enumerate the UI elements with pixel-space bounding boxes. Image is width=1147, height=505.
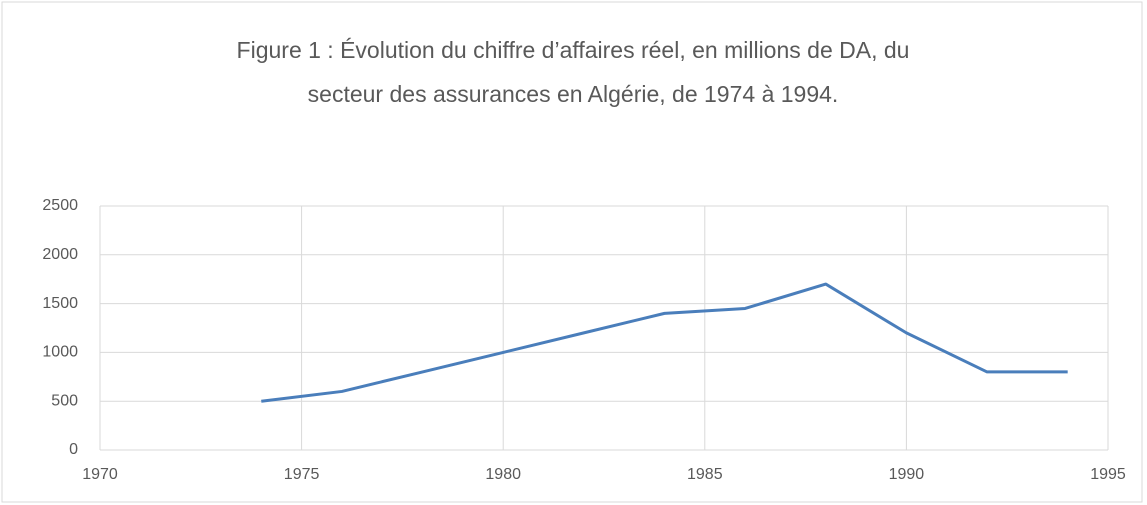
data-line: [261, 282, 1068, 403]
y-tick-label: 500: [51, 392, 78, 409]
x-tick-label: 1990: [889, 466, 925, 483]
y-tick-label: 2000: [42, 246, 78, 263]
y-tick-label: 2500: [42, 197, 78, 214]
y-tick-label: 1500: [42, 295, 78, 312]
chart-title: Figure 1 : Évolution du chiffre d’affair…: [236, 37, 910, 107]
y-tick-label: 0: [69, 441, 78, 458]
x-tick-label: 1980: [485, 466, 521, 483]
x-tick-label: 1975: [284, 466, 320, 483]
y-tick-label: 1000: [42, 344, 78, 361]
x-tick-label: 1995: [1090, 466, 1126, 483]
x-tick-label: 1985: [687, 466, 723, 483]
x-tick-label: 1970: [82, 466, 118, 483]
